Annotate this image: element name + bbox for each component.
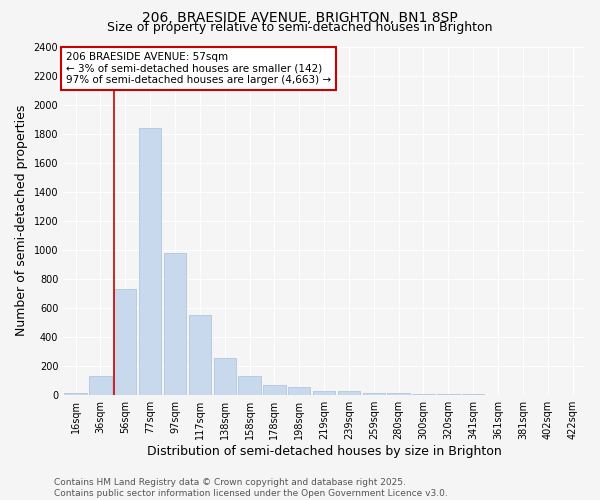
Text: Contains HM Land Registry data © Crown copyright and database right 2025.
Contai: Contains HM Land Registry data © Crown c… bbox=[54, 478, 448, 498]
Bar bbox=[64, 392, 87, 394]
Bar bbox=[114, 289, 136, 395]
X-axis label: Distribution of semi-detached houses by size in Brighton: Distribution of semi-detached houses by … bbox=[147, 444, 502, 458]
Bar bbox=[238, 376, 261, 394]
Bar bbox=[288, 386, 310, 394]
Bar bbox=[338, 391, 360, 394]
Bar bbox=[164, 252, 186, 394]
Y-axis label: Number of semi-detached properties: Number of semi-detached properties bbox=[15, 105, 28, 336]
Bar bbox=[362, 392, 385, 394]
Bar bbox=[89, 376, 112, 394]
Bar bbox=[139, 128, 161, 394]
Bar bbox=[214, 358, 236, 394]
Text: 206 BRAESIDE AVENUE: 57sqm
← 3% of semi-detached houses are smaller (142)
97% of: 206 BRAESIDE AVENUE: 57sqm ← 3% of semi-… bbox=[66, 52, 331, 85]
Text: 206, BRAESIDE AVENUE, BRIGHTON, BN1 8SP: 206, BRAESIDE AVENUE, BRIGHTON, BN1 8SP bbox=[142, 11, 458, 25]
Text: Size of property relative to semi-detached houses in Brighton: Size of property relative to semi-detach… bbox=[107, 22, 493, 35]
Bar bbox=[188, 315, 211, 394]
Bar bbox=[313, 391, 335, 394]
Bar bbox=[263, 384, 286, 394]
